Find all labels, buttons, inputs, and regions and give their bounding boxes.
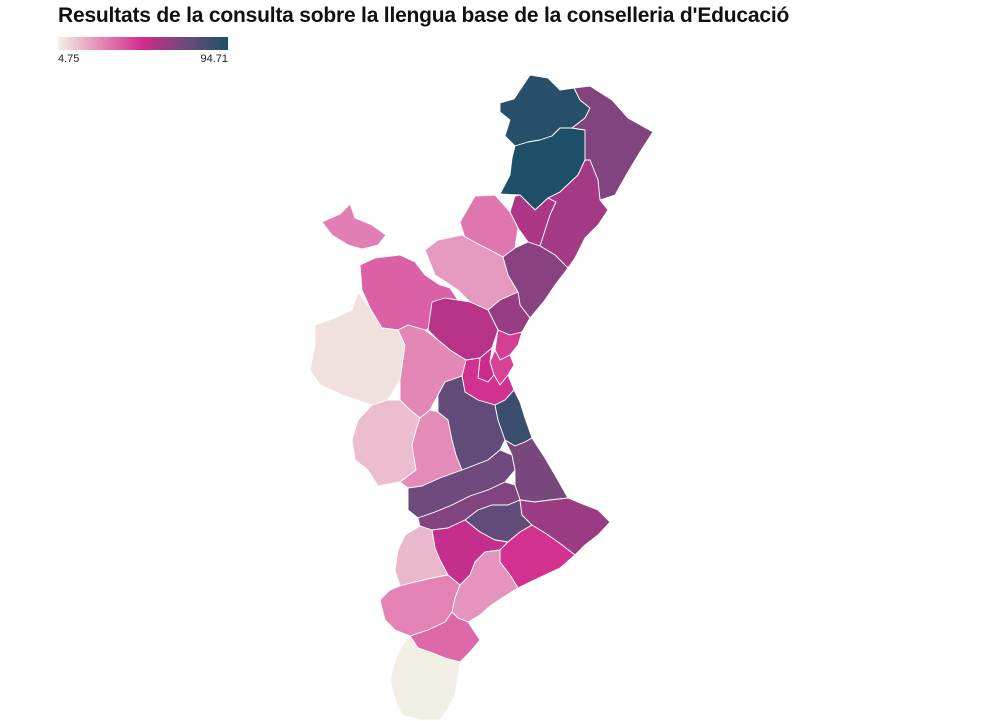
color-legend: 4.75 94.71 — [58, 37, 228, 67]
region-plana-utiel-requena[interactable] — [309, 291, 406, 406]
map-title: Resultats de la consulta sobre la llengu… — [58, 4, 790, 27]
region-valle-de-cofrentes[interactable] — [351, 399, 421, 487]
region-baix-segura[interactable] — [389, 635, 461, 721]
legend-min-label: 4.75 — [58, 53, 80, 65]
legend-max-label: 94.71 — [200, 53, 228, 65]
region-rincon-de-ademuz[interactable] — [321, 203, 387, 250]
legend-gradient-bar — [58, 37, 228, 50]
region-plana-alta[interactable] — [539, 159, 609, 269]
